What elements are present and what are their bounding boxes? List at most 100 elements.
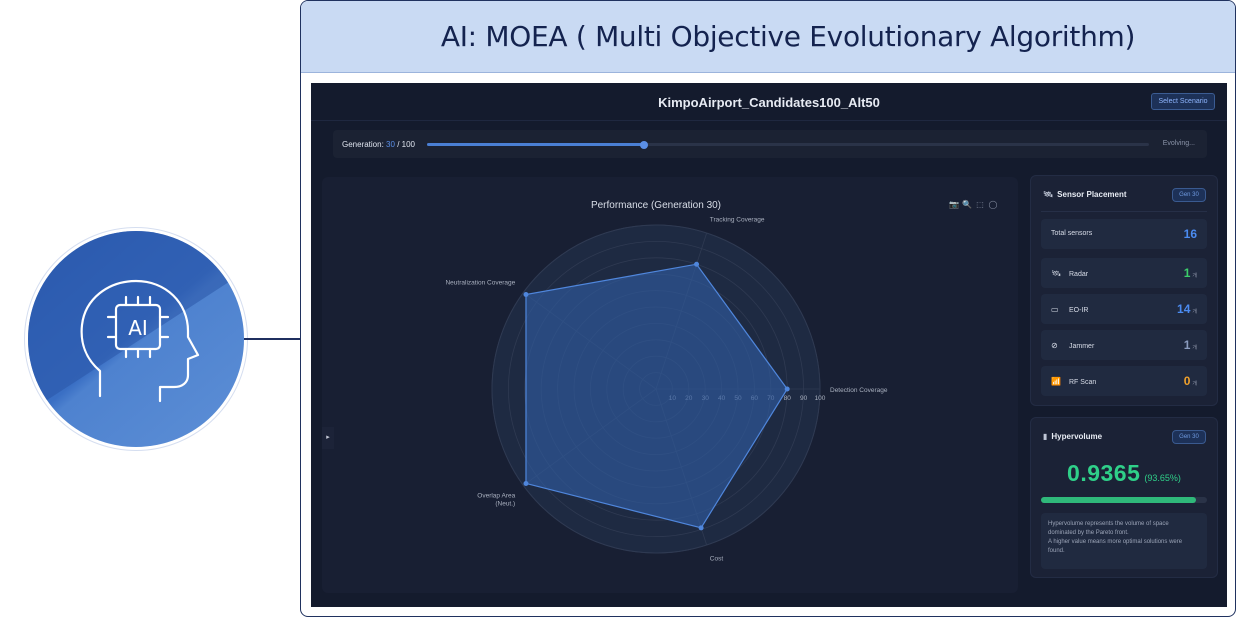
sensor-row-label: 🛰 Radar [1051, 269, 1088, 278]
radar-point [523, 292, 529, 298]
sensor-count: 14 [1177, 302, 1191, 316]
radar-point [523, 480, 529, 486]
generation-current: 30 [386, 140, 395, 149]
sensor-count: 1 [1183, 266, 1191, 280]
chart-toolbar: 📷 🔍 ⬚ ◯ [949, 199, 998, 209]
frame-header: AI: MOEA ( Multi Objective Evolutionary … [301, 1, 1235, 73]
ai-badge: AI [28, 231, 244, 447]
axis-label: Cost [710, 555, 724, 562]
radar-point [698, 525, 704, 531]
generation-bar: Generation: 30 / 100 Evolving... [333, 130, 1207, 158]
total-sensors-row: Total sensors 16 [1041, 219, 1207, 249]
ai-head-chip-icon: AI [80, 279, 200, 403]
sensor-row-name: Jammer [1069, 343, 1095, 350]
generation-slider-handle[interactable] [639, 140, 648, 149]
total-sensors-value: 16 [1183, 227, 1197, 241]
sensor-row-name: RF Scan [1069, 379, 1097, 386]
sensor-row-jammer: ⊘ Jammer 1 개 [1041, 330, 1207, 360]
hypervolume-bar [1041, 497, 1207, 503]
generation-label: Generation: 30 / 100 [342, 140, 415, 149]
gen-badge: Gen 30 [1172, 430, 1206, 444]
axis-label-line: Neutralization Coverage [445, 280, 515, 287]
connector-line [244, 338, 300, 340]
sensor-row-label: ⊘ Jammer [1051, 341, 1094, 350]
sensor-placement-title: 🛰 Sensor Placement [1043, 190, 1127, 199]
axis-label-line: Cost [710, 555, 724, 562]
sensor-count: 0 [1183, 374, 1191, 388]
sensor-row-eo-ir: ▭ EO-IR 14 개 [1041, 294, 1207, 324]
description-line: found. [1048, 548, 1065, 554]
radar-point [784, 386, 790, 392]
radar-series [523, 261, 790, 531]
description-line: Hypervolume represents the volume of spa… [1048, 521, 1169, 527]
sensor-unit: 개 [1192, 345, 1197, 351]
sensor-row-rf-scan: 📶 RF Scan 0 개 [1041, 366, 1207, 396]
radar-chart: Performance (Generation 30) 📷🔍⬚◯ 1020304… [445, 199, 998, 563]
axis-label: Tracking Coverage [710, 217, 765, 224]
description-line: dominated by the Pareto front. [1048, 530, 1129, 536]
hypervolume-number: 0.9365 [1067, 460, 1141, 486]
hypervolume-bar-fill [1041, 497, 1197, 503]
sensor-unit: 개 [1192, 381, 1197, 387]
generation-slider[interactable] [427, 140, 1149, 149]
sensor-row-label: ▭ EO-IR [1051, 305, 1088, 314]
sensor-placement-title-text: Sensor Placement [1057, 190, 1127, 199]
radial-tick-label: 80 [784, 395, 792, 402]
sensor-row-name: EO-IR [1069, 307, 1089, 314]
axis-label-line: Tracking Coverage [710, 217, 765, 224]
radar-axis-labels: Detection Coverage Tracking Coverage Neutr… [445, 217, 887, 563]
sensor-placement-card: 🛰 Sensor Placement Gen 30 Total sensors 1… [1030, 175, 1218, 406]
sensor-row-name: Radar [1069, 271, 1089, 278]
bar-chart-icon: ▮ [1043, 432, 1048, 441]
sensor-count: 1 [1183, 338, 1191, 352]
hypervolume-percent: (93.65%) [1144, 473, 1181, 483]
generation-slider-fill [427, 143, 644, 146]
hypervolume-value: 0.9365 (93.65%) [1031, 460, 1217, 487]
radar-point [694, 261, 700, 267]
description-line: A higher value means more optimal soluti… [1048, 539, 1183, 545]
satellite-icon: 🛰 [1043, 190, 1054, 199]
gen-badge: Gen 30 [1172, 188, 1206, 202]
divider [1041, 211, 1207, 212]
sensor-row-radar: 🛰 Radar 1 개 [1041, 258, 1207, 288]
hypervolume-title-text: Hypervolume [1051, 432, 1103, 441]
sensor-type-icon: 🛰 [1051, 269, 1062, 278]
total-sensors-label: Total sensors [1051, 230, 1093, 237]
hypervolume-card: ▮ Hypervolume Gen 30 0.9365 (93.65%) Hyper… [1030, 417, 1218, 578]
app-top-bar: KimpoAirport_Candidates100_Alt50 Select … [311, 83, 1227, 121]
chart-panel: ▸ Performance (Generation 30) 📷🔍⬚◯ 10203… [322, 177, 1018, 593]
main-frame: AI: MOEA ( Multi Objective Evolutionary … [300, 0, 1236, 617]
hypervolume-title: ▮ Hypervolume [1043, 432, 1102, 441]
zoom-icon[interactable]: 🔍 [962, 199, 972, 209]
sensor-unit: 개 [1192, 309, 1197, 315]
select-box-icon[interactable]: ⬚ [976, 200, 984, 209]
sensor-type-icon: 📶 [1051, 377, 1061, 386]
hypervolume-description: Hypervolume represents the volume of spa… [1041, 513, 1207, 569]
sensor-type-icon: ▭ [1051, 305, 1059, 314]
radial-tick-label: 100 [815, 395, 826, 402]
collapse-panel-button[interactable]: ▸ [322, 427, 334, 449]
axis-label-line: (Neut.) [495, 500, 515, 507]
radial-tick-label: 90 [800, 395, 808, 402]
radar-area [525, 263, 788, 529]
sensor-unit: 개 [1192, 273, 1197, 279]
sensor-type-icon: ⊘ [1051, 341, 1058, 350]
evolution-status: Evolving... [1162, 140, 1195, 147]
axis-label: Overlap Area(Neut.) [477, 492, 515, 507]
sensor-row-label: 📶 RF Scan [1051, 377, 1096, 386]
generation-label-text: Generation: [342, 140, 384, 149]
axis-label-line: Detection Coverage [830, 387, 888, 394]
camera-icon[interactable]: 📷 [949, 200, 959, 209]
page-title: AI: MOEA ( Multi Objective Evolutionary … [440, 20, 1136, 53]
scenario-title: KimpoAirport_Candidates100_Alt50 [658, 95, 880, 110]
lasso-icon[interactable]: ◯ [989, 200, 998, 209]
badge-text: AI [128, 316, 148, 340]
axis-label: Neutralization Coverage [445, 280, 515, 287]
sensor-row-value: 14 개 [1177, 302, 1197, 316]
select-scenario-button[interactable]: Select Scenario [1151, 93, 1215, 110]
axis-label: Detection Coverage [830, 387, 888, 394]
app-window: KimpoAirport_Candidates100_Alt50 Select … [311, 83, 1227, 607]
